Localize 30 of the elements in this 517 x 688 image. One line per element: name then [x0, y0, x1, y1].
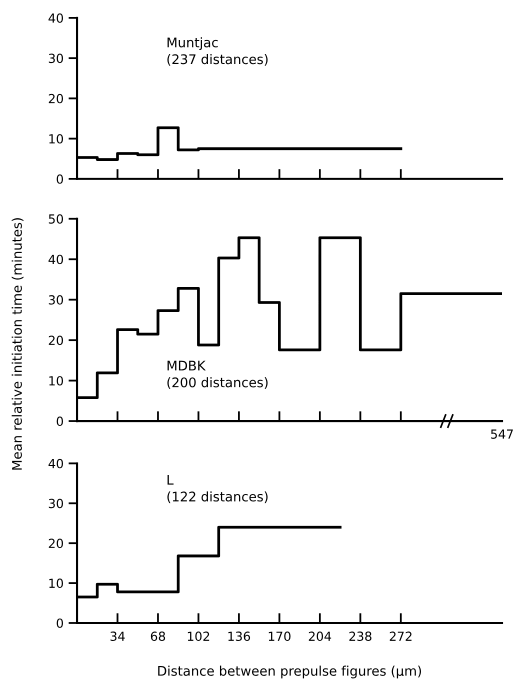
- y-tick-label: 30: [48, 498, 64, 508]
- annotation: MDBK (200 distances): [167, 360, 268, 389]
- x-tick-label: 272: [390, 632, 412, 641]
- y-tick-label: 20: [48, 94, 64, 104]
- annotation: Muntjac (237 distances): [167, 37, 268, 66]
- x-tick-label: 136: [228, 632, 250, 641]
- x-tick-label: 68: [150, 632, 166, 641]
- annotation: L (122 distances): [167, 474, 268, 504]
- y-tick-label: 0: [56, 416, 64, 426]
- x-tick-label: 34: [110, 632, 125, 641]
- y-tick-label: 10: [49, 134, 64, 144]
- y-tick-label: 30: [48, 295, 64, 305]
- y-tick-label: 0: [56, 174, 64, 184]
- x-tick-label: 170: [268, 632, 290, 641]
- y-tick-label: 20: [48, 336, 64, 346]
- y-tick-label: 10: [49, 376, 64, 386]
- y-tick-label: 40: [48, 254, 64, 264]
- y-tick-label: 50: [48, 214, 64, 224]
- text: 547: [491, 430, 513, 439]
- y-tick-label: 40: [48, 458, 64, 468]
- y-axis-title: Mean relative initiation time (minutes): [12, 218, 24, 470]
- y-tick-label: 0: [56, 618, 64, 628]
- y-tick-label: 30: [48, 54, 64, 64]
- y-tick-label: 40: [48, 13, 64, 23]
- x-tick-label: 204: [308, 632, 332, 641]
- x-tick-label: 238: [349, 632, 372, 641]
- x-axis-title: Distance between prepulse figures (μm): [158, 666, 422, 678]
- y-tick-label: 10: [49, 578, 64, 588]
- y-tick-label: 20: [48, 538, 64, 548]
- x-tick-label: 102: [188, 632, 210, 641]
